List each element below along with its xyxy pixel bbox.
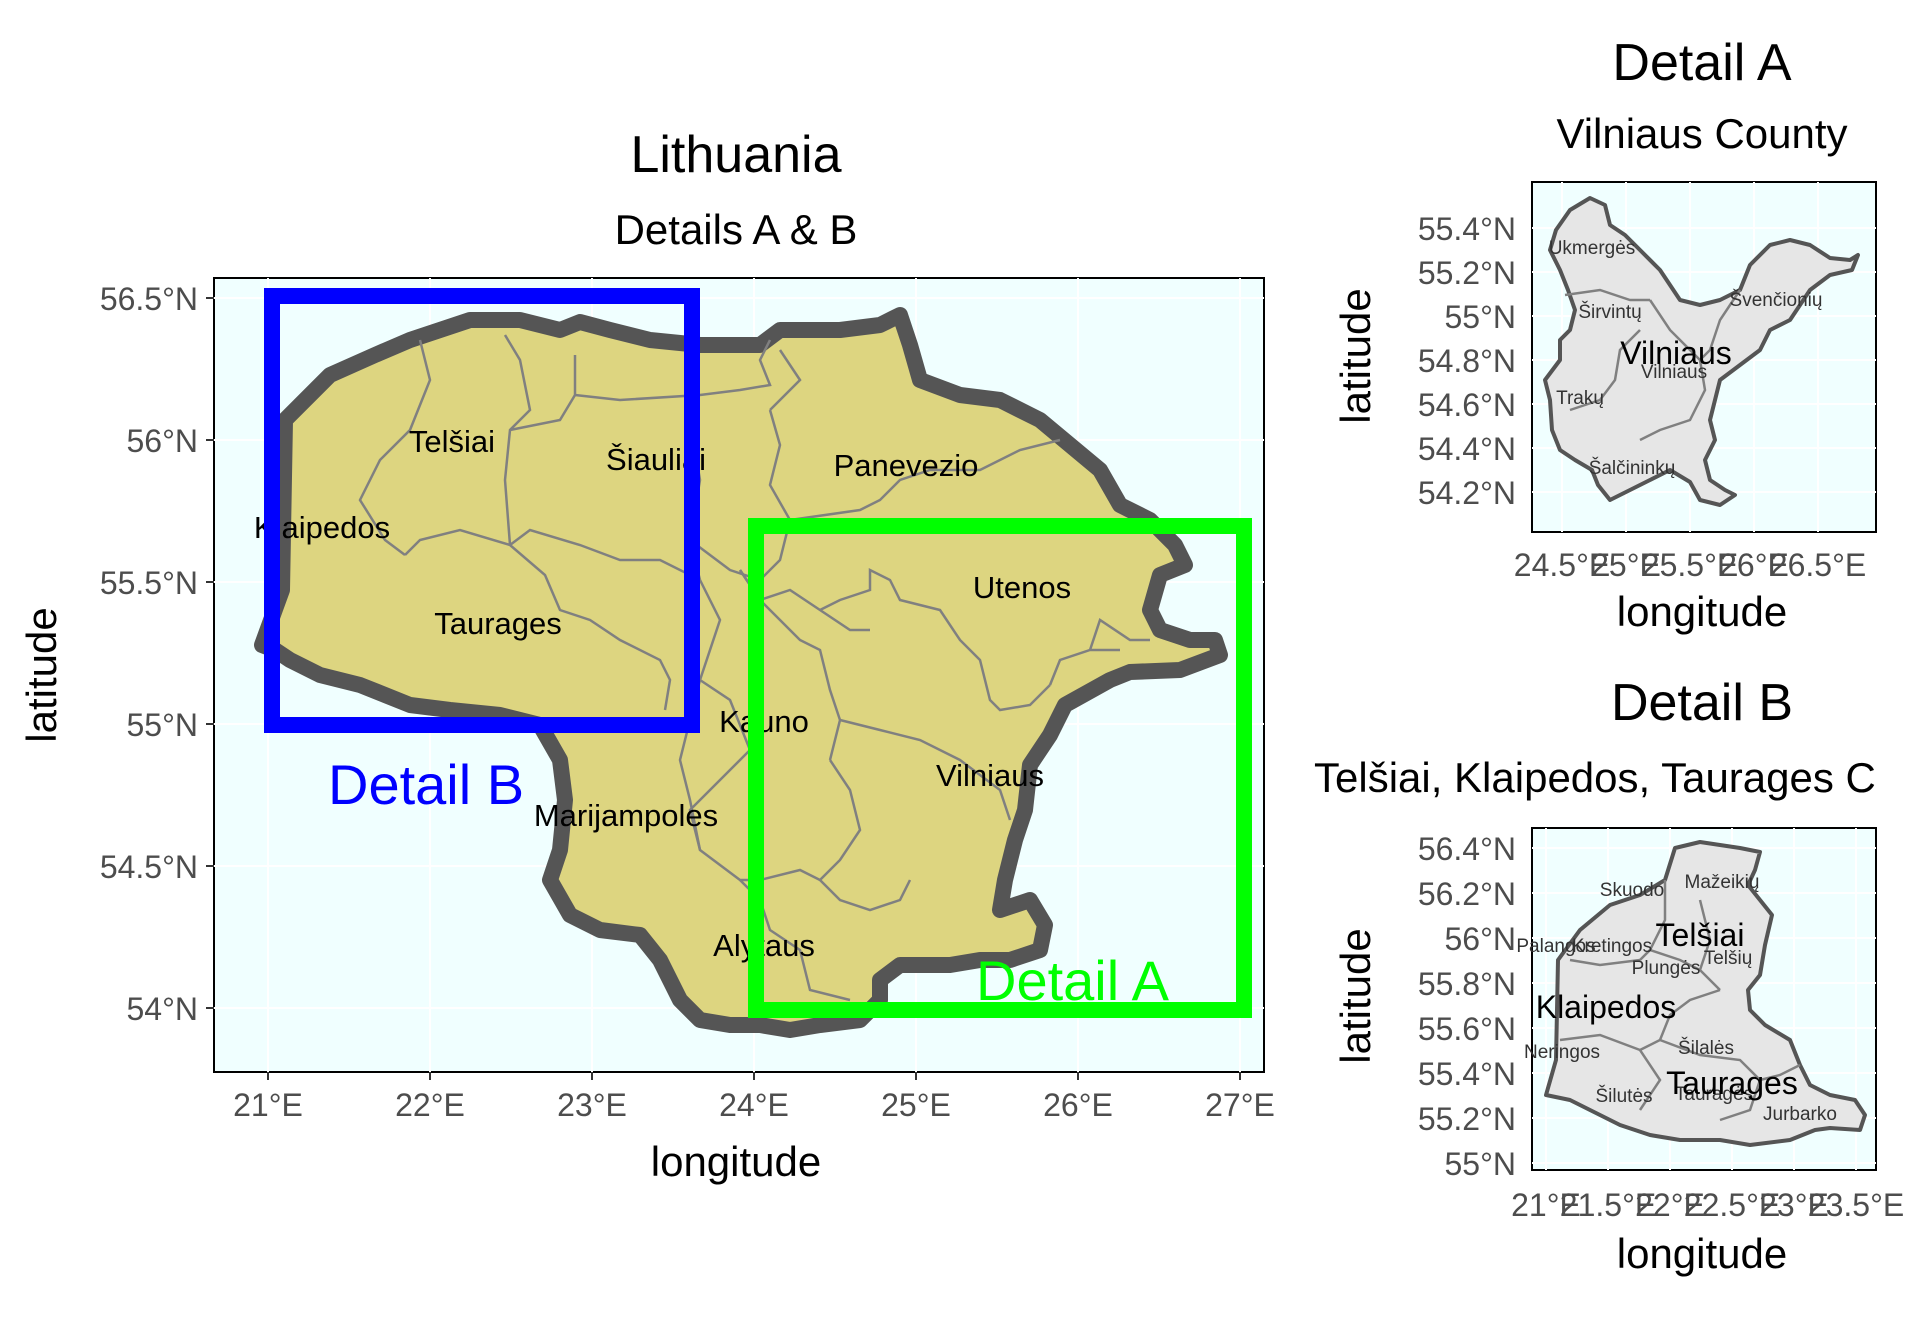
main-y-tick: 54°N <box>127 991 199 1027</box>
detail-a-x-tick: 24.5°E <box>1514 547 1610 583</box>
district-label: Trakų <box>1556 388 1604 409</box>
main-y-tick: 56°N <box>127 423 199 459</box>
detail-b-x-tick: 23.5°E <box>1808 1187 1904 1223</box>
main-y-tick: 56.5°N <box>100 281 198 317</box>
main-x-tick: 26°E <box>1043 1087 1113 1123</box>
detail-b-x-tick: 22°E <box>1635 1187 1705 1223</box>
lithuania-outline <box>254 307 1228 1038</box>
detail-b-panel: Skuodo Mažeikių Palangos Kretingos Plung… <box>1516 827 1877 1171</box>
detail-a-x-tick: 26°E <box>1719 547 1789 583</box>
district-label: Ukmergės <box>1549 238 1636 259</box>
main-map-y-axis: 56.5°N 56°N 55.5°N 55°N 54.5°N 54°N <box>100 281 214 1027</box>
detail-a-county-label: Vilniaus <box>1620 335 1731 371</box>
main-map-x-axis: 21°E 22°E 23°E 24°E 25°E 26°E 27°E <box>233 1072 1275 1123</box>
detail-b-title: Detail B <box>1611 674 1793 732</box>
detail-b-x-tick: 22.5°E <box>1684 1187 1780 1223</box>
detail-b-x-axis: 21°E 21.5°E 22°E 22.5°E 23°E 23.5°E <box>1511 1187 1904 1223</box>
district-label: Šilutės <box>1595 1085 1652 1107</box>
main-x-tick: 24°E <box>719 1087 789 1123</box>
district-label: Mažeikių <box>1685 872 1760 893</box>
region-label-taurages: Taurages <box>434 606 562 641</box>
detail-a-subtitle: Vilniaus County <box>1556 110 1847 157</box>
detail-a-x-axis: 24.5°E 25°E 25.5°E 26°E 26.5°E <box>1514 547 1866 583</box>
district-label: Šalčininkų <box>1589 457 1676 479</box>
detail-a-y-tick: 54.8°N <box>1418 343 1516 379</box>
district-label: Švenčionių <box>1730 289 1823 311</box>
detail-a-y-axis-title: latitude <box>1332 288 1379 423</box>
main-y-tick: 54.5°N <box>100 849 198 885</box>
main-x-tick: 23°E <box>557 1087 627 1123</box>
district-label: Tauragės <box>1675 1084 1753 1105</box>
detail-b-y-tick: 55°N <box>1445 1146 1517 1182</box>
detail-b-y-axis-title: latitude <box>1332 928 1379 1063</box>
main-y-tick: 55°N <box>127 707 199 743</box>
detail-b-county-label: Taurages <box>1666 1065 1798 1101</box>
detail-b-y-tick: 55.2°N <box>1418 1101 1516 1137</box>
detail-a-title: Detail A <box>1612 34 1792 92</box>
district-label: Plungės <box>1632 958 1701 979</box>
detail-a-y-tick: 54.2°N <box>1418 475 1516 511</box>
vilniaus-county-shape <box>1543 196 1860 507</box>
detail-a-box <box>748 518 1252 1018</box>
detail-b-box-label: Detail B <box>328 753 524 816</box>
main-x-tick: 25°E <box>881 1087 951 1123</box>
detail-b-y-tick: 56.4°N <box>1418 831 1516 867</box>
district-label: Palangos <box>1516 936 1595 957</box>
main-x-tick: 22°E <box>395 1087 465 1123</box>
detail-a-y-tick: 55.4°N <box>1418 211 1516 247</box>
district-label: Neringos <box>1524 1042 1600 1063</box>
detail-b-y-tick: 55.4°N <box>1418 1056 1516 1092</box>
main-map-title: Lithuania <box>630 126 841 184</box>
detail-a-y-tick: 55.2°N <box>1418 255 1516 291</box>
detail-b-county-label: Klaipedos <box>1536 989 1677 1025</box>
detail-b-y-tick: 56°N <box>1445 921 1517 957</box>
detail-b-district-borders <box>1559 880 1801 1122</box>
district-label: Širvintų <box>1578 301 1641 323</box>
district-label: Skuodo <box>1600 880 1664 901</box>
region-label-telsiai: Telšiai <box>409 424 495 459</box>
detail-b-y-tick: 55.8°N <box>1418 966 1516 1002</box>
main-x-axis-title: longitude <box>651 1138 821 1185</box>
detail-a-x-tick: 26.5°E <box>1770 547 1866 583</box>
detail-a-district-borders <box>1564 288 1742 442</box>
detail-b-y-axis: 56.4°N 56.2°N 56°N 55.8°N 55.6°N 55.4°N … <box>1418 831 1516 1182</box>
detail-b-x-tick: 21°E <box>1511 1187 1581 1223</box>
district-label: Jurbarko <box>1763 1104 1837 1125</box>
main-y-tick: 55.5°N <box>100 565 198 601</box>
district-label: Telšių <box>1704 948 1753 969</box>
detail-b-x-tick: 23°E <box>1759 1187 1829 1223</box>
detail-b-box <box>264 288 700 733</box>
district-label: Šilalės <box>1678 1037 1734 1059</box>
main-map-subtitle: Details A & B <box>615 206 858 253</box>
detail-a-y-tick: 55°N <box>1445 299 1517 335</box>
detail-b-county-label: Telšiai <box>1656 917 1745 953</box>
detail-a-x-tick: 25.5°E <box>1642 547 1738 583</box>
main-x-tick: 27°E <box>1205 1087 1275 1123</box>
detail-b-x-axis-title: longitude <box>1617 1230 1787 1277</box>
main-x-tick: 21°E <box>233 1087 303 1123</box>
detail-a-panel: Ukmergės Širvintų Švenčionių Vilniaus Tr… <box>1531 181 1877 533</box>
detail-a-y-tick: 54.6°N <box>1418 387 1516 423</box>
detail-a-box-label: Detail A <box>976 949 1170 1012</box>
region-label-utenos: Utenos <box>973 570 1071 605</box>
detail-b-y-tick: 56.2°N <box>1418 876 1516 912</box>
region-label-vilniaus: Vilniaus <box>936 758 1044 793</box>
detail-b-counties-shape <box>1544 840 1867 1147</box>
detail-a-x-tick: 25°E <box>1591 547 1661 583</box>
detail-a-x-axis-title: longitude <box>1617 588 1787 635</box>
detail-b-x-tick: 21.5°E <box>1560 1187 1656 1223</box>
district-label: Vilniaus <box>1641 362 1707 383</box>
detail-a-y-axis: 55.4°N 55.2°N 55°N 54.8°N 54.6°N 54.4°N … <box>1418 211 1516 511</box>
district-label: Kretingos <box>1572 936 1652 957</box>
region-label-panevezio: Panevezio <box>834 448 979 483</box>
main-map-panel: Telšiai Šiauliai Panevezio Klaipedos Ute… <box>213 277 1265 1073</box>
main-y-axis-title: latitude <box>18 607 65 742</box>
region-label-marijampoles: Marijampoles <box>534 798 718 833</box>
detail-a-y-tick: 54.4°N <box>1418 431 1516 467</box>
detail-b-y-tick: 55.6°N <box>1418 1011 1516 1047</box>
detail-b-subtitle: Telšiai, Klaipedos, Taurages C <box>1314 754 1876 801</box>
